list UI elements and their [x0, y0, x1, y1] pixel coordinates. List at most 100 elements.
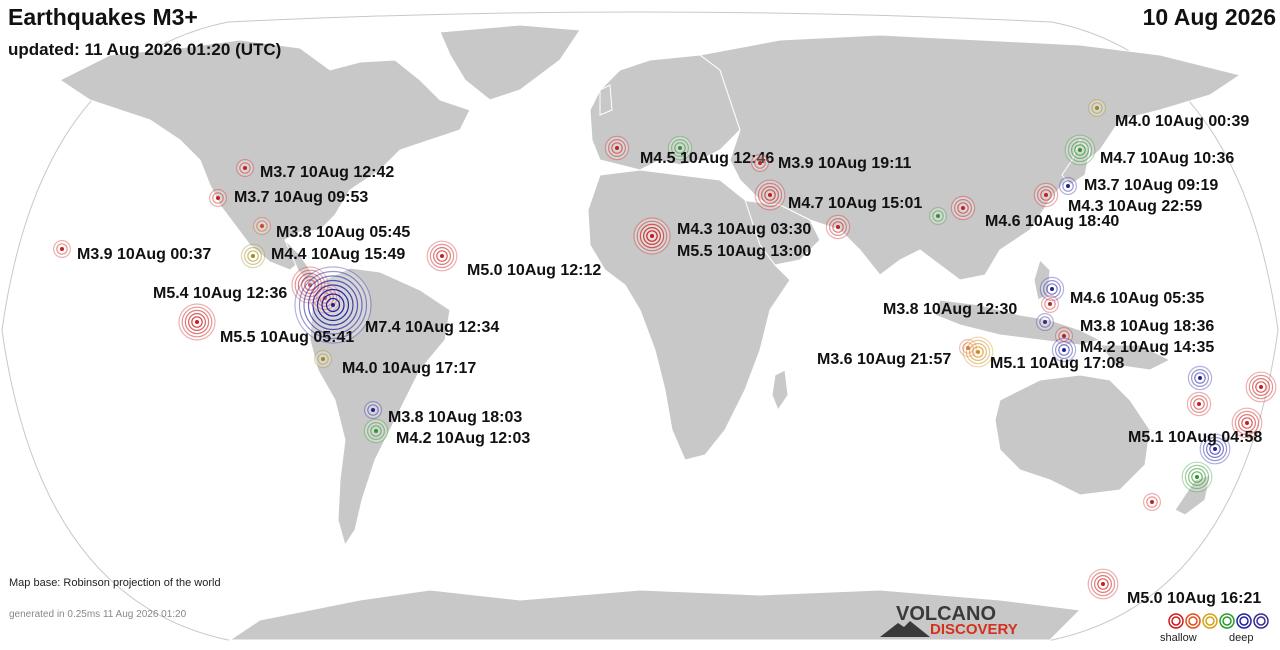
- quake-label: M7.4 10Aug 12:34: [365, 319, 499, 336]
- quake-marker[interactable]: [604, 135, 630, 161]
- land-south-america: [309, 267, 451, 547]
- quake-label: M5.0 10Aug 16:21: [1127, 590, 1261, 607]
- quake-marker[interactable]: [754, 179, 786, 211]
- quake-label: M3.8 10Aug 18:03: [388, 409, 522, 426]
- legend-deep-label: deep: [1229, 632, 1254, 644]
- quake-marker-extra[interactable]: [667, 135, 693, 161]
- quake-marker[interactable]: [1087, 98, 1106, 117]
- legend-depth-circle: [1219, 613, 1235, 629]
- legend-depth-circle: [1168, 613, 1184, 629]
- map-base-note: Map base: Robinson projection of the wor…: [9, 577, 221, 589]
- quake-label: M4.3 10Aug 22:59: [1068, 198, 1202, 215]
- quake-label: M3.8 10Aug 12:30: [883, 301, 1017, 318]
- land-japan: [1061, 139, 1091, 186]
- land-uk: [599, 84, 613, 116]
- quake-marker-extra[interactable]: [1187, 365, 1213, 391]
- legend-depth-circle: [1205, 616, 1215, 626]
- quake-marker[interactable]: [178, 303, 216, 341]
- quake-marker-extra[interactable]: [1245, 371, 1277, 403]
- volcano-discovery-logo[interactable]: VOLCANO DISCOVERY: [880, 603, 1040, 643]
- volcano-icon: [880, 621, 930, 637]
- quake-marker[interactable]: [1040, 295, 1059, 314]
- quake-label: M4.5 10Aug 12:46: [640, 150, 774, 167]
- land-philippines: [1033, 259, 1051, 301]
- land-masses: [59, 24, 1242, 641]
- updated-timestamp: updated: 11 Aug 2026 01:20 (UTC): [8, 40, 282, 59]
- quake-label: M5.0 10Aug 12:12: [467, 262, 601, 279]
- quake-label: M5.5 10Aug 13:00: [677, 243, 811, 260]
- quake-marker-extra[interactable]: [928, 207, 947, 226]
- legend-depth-circle: [1256, 616, 1266, 626]
- quake-marker[interactable]: [426, 240, 458, 272]
- quake-marker-extra[interactable]: [1035, 313, 1054, 332]
- quake-label: M3.8 10Aug 05:45: [276, 224, 410, 241]
- legend-shallow-label: shallow: [1160, 632, 1197, 644]
- legend-depth-circle: [1236, 613, 1252, 629]
- quake-label: M5.1 10Aug 17:08: [990, 355, 1124, 372]
- quake-marker[interactable]: [52, 240, 71, 259]
- quake-label: M4.0 10Aug 17:17: [342, 360, 476, 377]
- quake-marker[interactable]: [294, 266, 372, 344]
- legend-depth-circle: [1222, 616, 1232, 626]
- quake-label: M5.5 10Aug 05:41: [220, 329, 354, 346]
- land-africa: [587, 169, 791, 461]
- quake-label: M3.7 10Aug 09:19: [1084, 177, 1218, 194]
- quake-label: M4.7 10Aug 10:36: [1100, 150, 1234, 167]
- land-madagascar: [771, 369, 789, 412]
- quake-marker[interactable]: [750, 154, 769, 173]
- legend-depth-circle: [1202, 613, 1218, 629]
- earthquake-markers: M4.0 10Aug 00:39 M4.7 10Aug 10:36 M3.7 10A…: [52, 98, 1277, 607]
- quake-label: M3.6 10Aug 21:57: [817, 351, 951, 368]
- logo-text-discovery: DISCOVERY: [930, 621, 1018, 638]
- quake-marker-extra[interactable]: [825, 214, 851, 240]
- quake-marker[interactable]: [1064, 134, 1096, 166]
- quake-label: M4.7 10Aug 15:01: [788, 195, 922, 212]
- land-north-america: [59, 39, 471, 271]
- logo-text-volcano: VOLCANO: [896, 603, 996, 625]
- quake-label: M4.2 10Aug 14:35: [1080, 339, 1214, 356]
- quake-label: M4.6 10Aug 05:35: [1070, 290, 1204, 307]
- generated-note: generated in 0.25ms 11 Aug 2026 01:20: [9, 609, 187, 620]
- quake-marker[interactable]: [1033, 182, 1059, 208]
- land-new-zealand: [1174, 474, 1211, 516]
- quake-label: M4.0 10Aug 00:39: [1115, 113, 1249, 130]
- quake-marker[interactable]: [363, 418, 389, 444]
- quake-marker[interactable]: [1199, 433, 1231, 465]
- quake-marker[interactable]: [1058, 177, 1077, 196]
- quake-label: M4.4 10Aug 15:49: [271, 246, 405, 263]
- land-antarctica: [228, 589, 1082, 641]
- quake-marker[interactable]: [209, 189, 228, 208]
- land-new-guinea: [1099, 344, 1172, 371]
- quake-marker-extra[interactable]: [1186, 391, 1212, 417]
- quake-marker[interactable]: [236, 159, 255, 178]
- quake-marker[interactable]: [1039, 276, 1065, 302]
- quake-marker[interactable]: [1087, 568, 1119, 600]
- quake-label: M3.7 10Aug 09:53: [234, 189, 368, 206]
- page-title: Earthquakes M3+: [8, 4, 198, 30]
- quake-marker[interactable]: [364, 401, 383, 420]
- quake-marker-extra[interactable]: [1181, 461, 1213, 493]
- quake-marker[interactable]: [962, 336, 994, 368]
- legend-depth-circle: [1188, 616, 1198, 626]
- quake-marker[interactable]: [1054, 327, 1073, 346]
- quake-marker[interactable]: [633, 217, 671, 255]
- quake-marker-extra[interactable]: [1231, 407, 1263, 439]
- quake-marker[interactable]: [958, 339, 977, 358]
- quake-label: M3.9 10Aug 00:37: [77, 246, 211, 263]
- land-indonesia: [934, 299, 1102, 346]
- quake-marker[interactable]: [253, 217, 272, 236]
- quake-label: M4.3 10Aug 03:30: [677, 221, 811, 238]
- depth-legend-circles: [1168, 613, 1269, 629]
- quake-marker-extra[interactable]: [1142, 493, 1161, 512]
- legend-depth-circle: [1185, 613, 1201, 629]
- quake-marker[interactable]: [314, 350, 333, 369]
- quake-marker[interactable]: [1051, 337, 1077, 363]
- land-greenland: [439, 24, 581, 101]
- land-australia: [994, 374, 1151, 496]
- quake-marker[interactable]: [950, 195, 976, 221]
- quake-label: M5.1 10Aug 04:58: [1128, 429, 1262, 446]
- land-europe: [589, 54, 741, 171]
- quake-marker[interactable]: [240, 243, 266, 269]
- map-date: 10 Aug 2026: [1142, 4, 1276, 30]
